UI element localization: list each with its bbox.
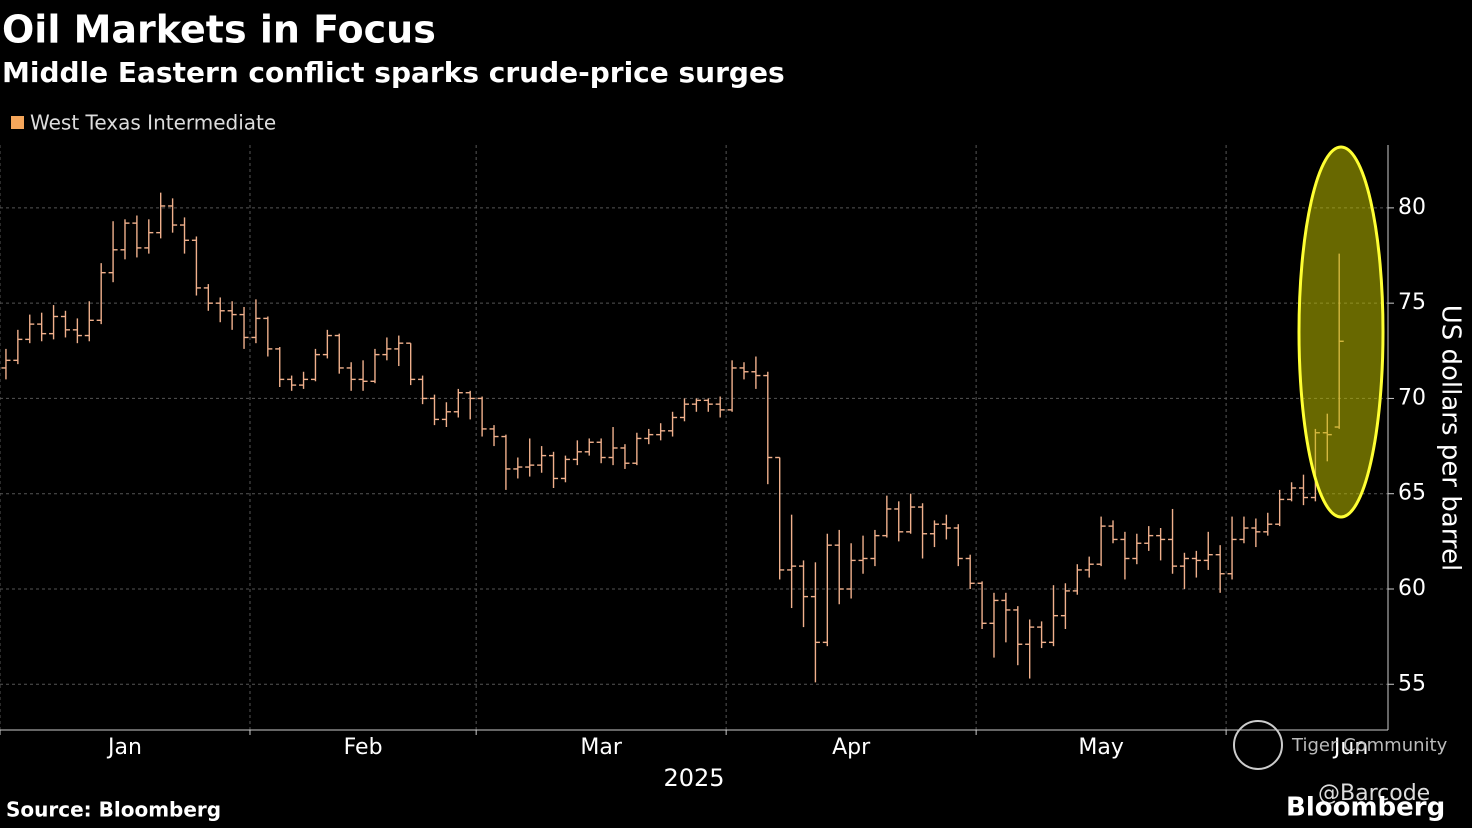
watermark: Tiger Community (1291, 735, 1448, 756)
y-tick-label: 80 (1398, 195, 1426, 220)
x-tick-label: Feb (344, 735, 383, 760)
x-axis-label: 2025 (663, 764, 724, 792)
axes: 55 60 65 70 75 80 Jan Feb Mar Apr May Jun (0, 145, 1426, 760)
watermark: @Barcode (1318, 781, 1430, 806)
y-tick-label: 65 (1398, 481, 1426, 506)
y-tick-label: 55 (1398, 671, 1426, 696)
x-tick-label: Mar (580, 735, 622, 760)
highlight-ellipse (1297, 145, 1385, 519)
x-tick-label: Apr (832, 735, 871, 760)
y-tick-label: 70 (1398, 385, 1426, 410)
watermark-logo (1233, 720, 1283, 770)
x-tick-label: May (1078, 735, 1123, 760)
x-tick-label: Jan (106, 735, 142, 760)
chart-title: Oil Markets in Focus (2, 8, 436, 52)
y-tick-label: 60 (1398, 576, 1426, 601)
x-tick-label: Jun (1332, 735, 1368, 760)
y-tick-label: 75 (1398, 290, 1426, 315)
brand: Bloomberg (1286, 793, 1445, 823)
y-axis-label: US dollars per barrel (1436, 305, 1466, 572)
legend-swatch (11, 116, 24, 129)
legend-label: West Texas Intermediate (30, 111, 276, 135)
grid (0, 145, 1388, 730)
source: Source: Bloomberg (6, 798, 221, 822)
chart-subtitle: Middle Eastern conflict sparks crude-pri… (2, 56, 785, 89)
